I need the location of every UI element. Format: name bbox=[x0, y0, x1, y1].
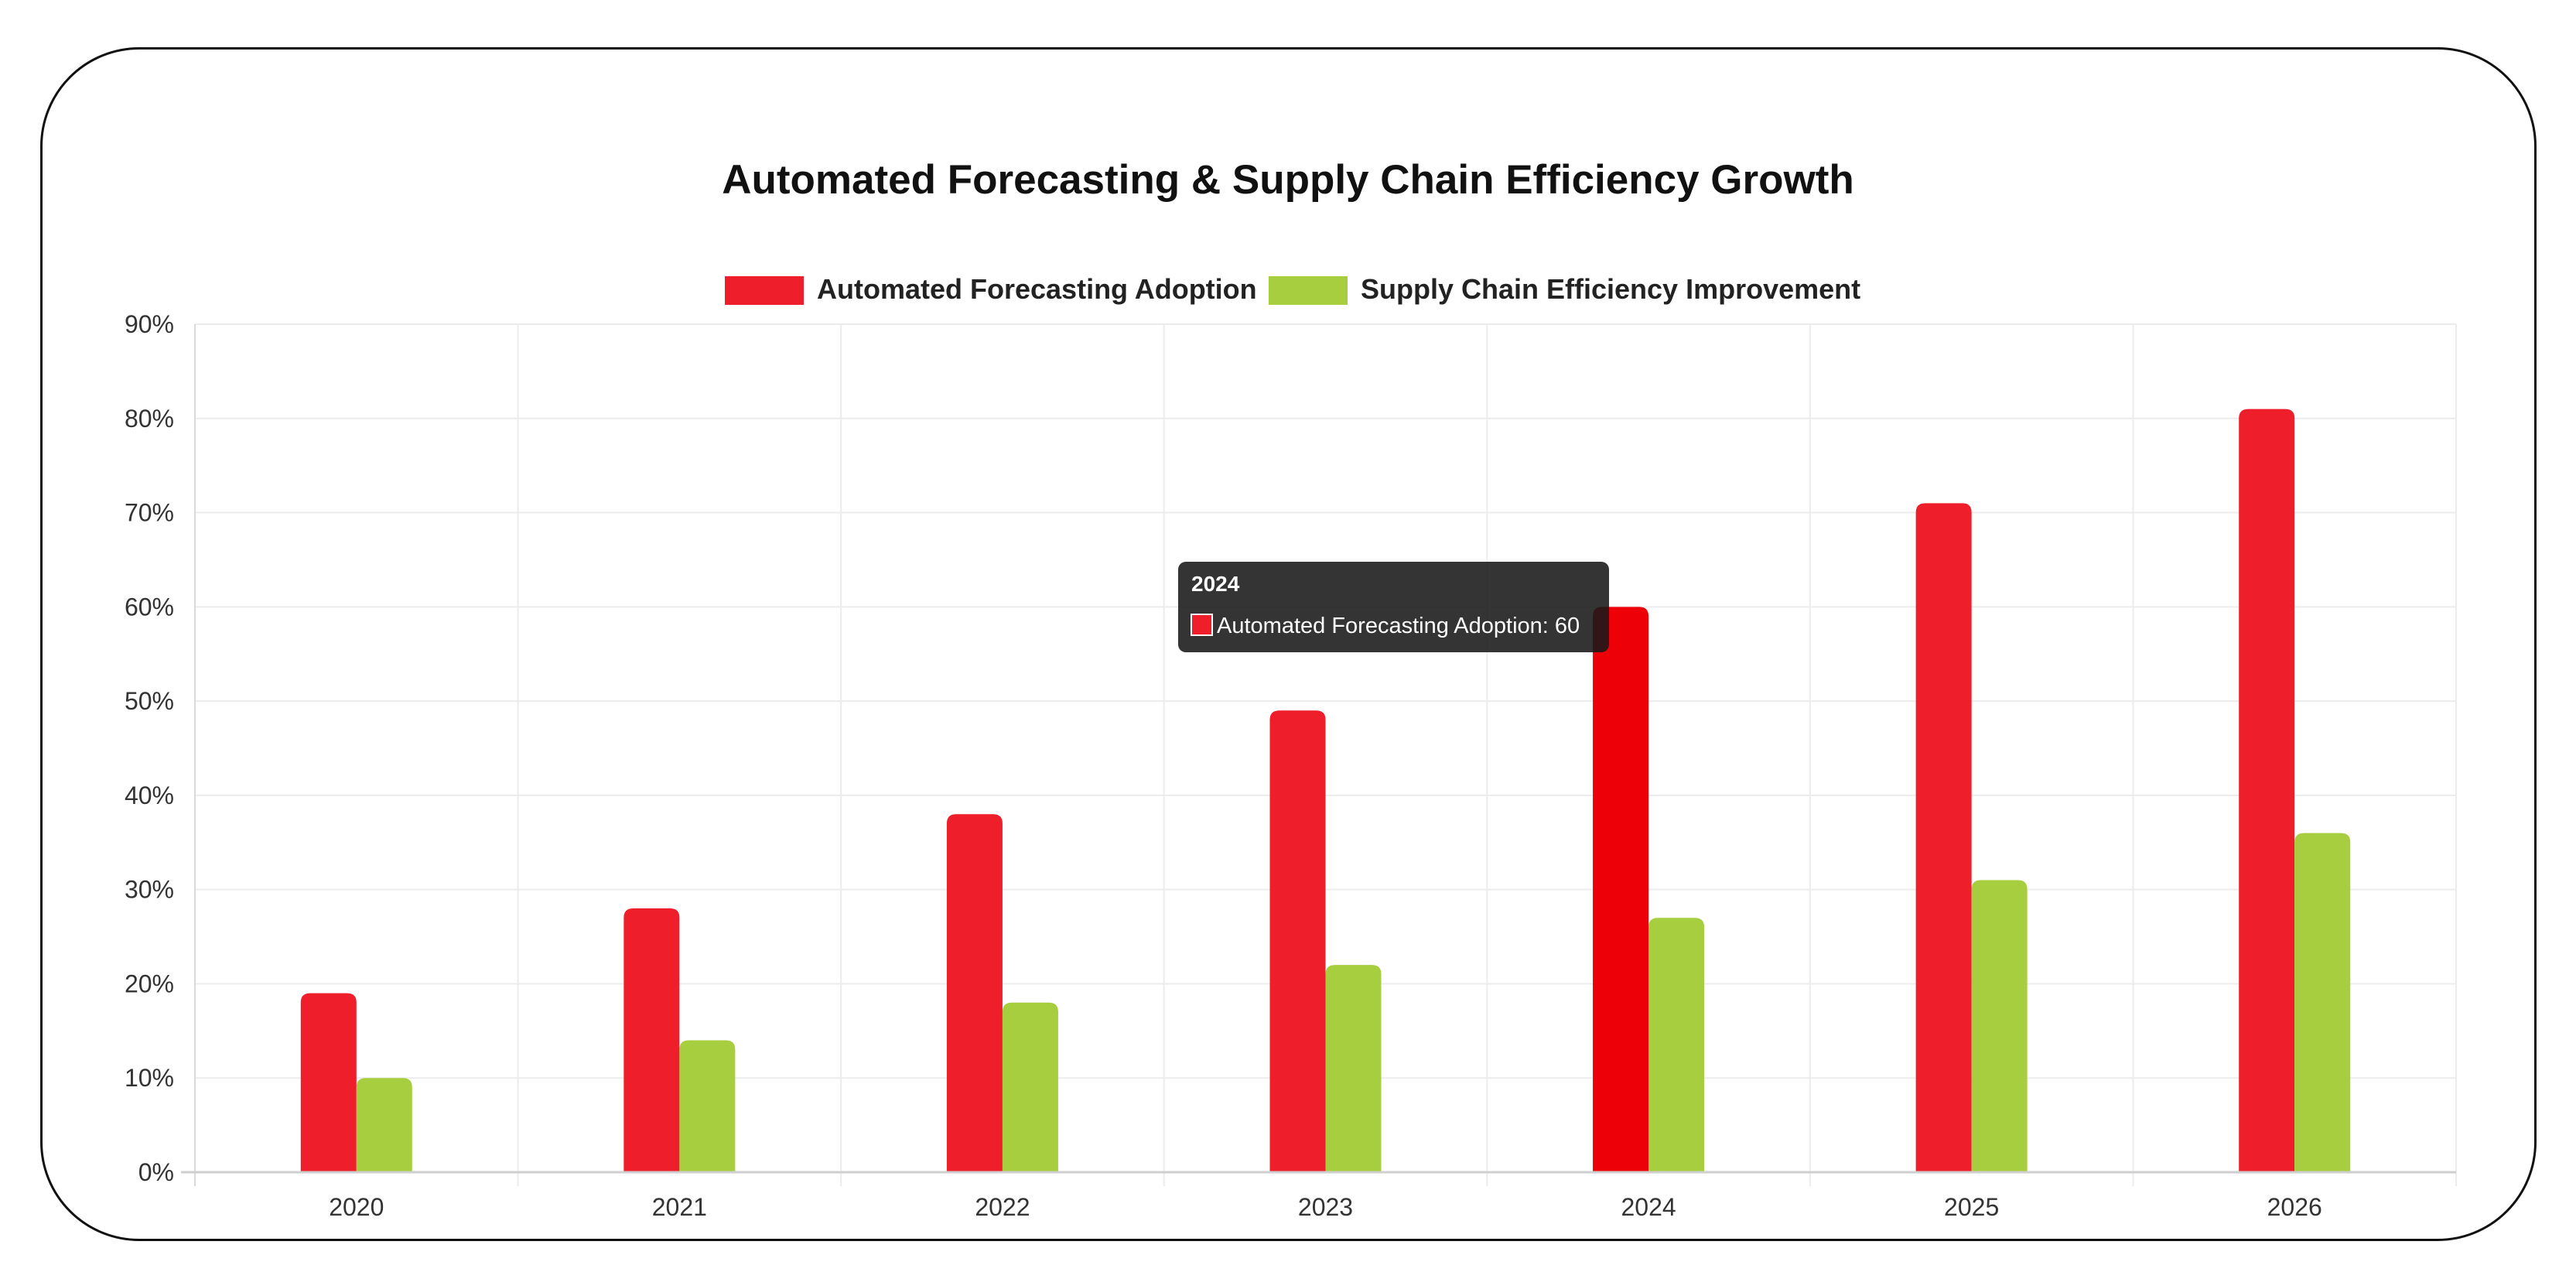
legend-label-supply-chain-efficiency: Supply Chain Efficiency Improvement bbox=[1361, 273, 1860, 305]
bar-supply-chain-efficiency-2022[interactable] bbox=[1002, 1002, 1058, 1172]
tooltip-label: Automated Forecasting Adoption: 60 bbox=[1217, 614, 1580, 638]
y-tick-label: 80% bbox=[125, 405, 174, 433]
y-tick-label: 50% bbox=[125, 687, 174, 715]
legend-item-automated-forecasting[interactable]: Automated Forecasting Adoption bbox=[725, 273, 1257, 305]
x-tick-label: 2025 bbox=[1944, 1193, 1999, 1221]
y-tick-label: 90% bbox=[125, 310, 174, 338]
bar-automated-forecasting-2023[interactable] bbox=[1269, 710, 1326, 1172]
bar-supply-chain-efficiency-2020[interactable] bbox=[356, 1078, 412, 1172]
tooltip: 2024 Automated Forecasting Adoption: 60 bbox=[1178, 562, 1609, 652]
legend-swatch-automated-forecasting bbox=[725, 276, 804, 305]
legend: Automated Forecasting Adoption Supply Ch… bbox=[725, 273, 1860, 305]
bar-supply-chain-efficiency-2024[interactable] bbox=[1648, 918, 1705, 1172]
y-tick-label: 30% bbox=[125, 876, 174, 904]
bar-automated-forecasting-2020[interactable] bbox=[300, 993, 357, 1172]
tooltip-swatch bbox=[1191, 614, 1213, 636]
tooltip-title: 2024 bbox=[1191, 572, 1240, 596]
chart-title: Automated Forecasting & Supply Chain Eff… bbox=[722, 157, 1854, 203]
y-tick-label: 70% bbox=[125, 499, 174, 527]
bar-supply-chain-efficiency-2021[interactable] bbox=[679, 1040, 736, 1172]
x-tick-label: 2020 bbox=[329, 1193, 384, 1221]
y-tick-label: 60% bbox=[125, 593, 174, 621]
bar-supply-chain-efficiency-2026[interactable] bbox=[2294, 833, 2351, 1172]
x-tick-label: 2024 bbox=[1621, 1193, 1676, 1221]
bar-automated-forecasting-2026[interactable] bbox=[2239, 409, 2295, 1172]
y-tick-label: 0% bbox=[138, 1158, 174, 1186]
y-tick-label: 40% bbox=[125, 781, 174, 809]
bar-automated-forecasting-2024[interactable] bbox=[1593, 607, 1649, 1172]
x-tick-label: 2022 bbox=[975, 1193, 1030, 1221]
tooltip-box bbox=[1178, 562, 1609, 652]
x-tick-label: 2023 bbox=[1298, 1193, 1353, 1221]
bar-supply-chain-efficiency-2025[interactable] bbox=[1971, 880, 2028, 1172]
legend-label-automated-forecasting: Automated Forecasting Adoption bbox=[817, 273, 1257, 305]
x-axis-ticks: 2020 2021 2022 2023 2024 2025 2026 bbox=[329, 1193, 2322, 1221]
bar-automated-forecasting-2022[interactable] bbox=[946, 814, 1003, 1172]
axes bbox=[181, 324, 2456, 1186]
bars bbox=[300, 409, 2351, 1172]
legend-swatch-supply-chain-efficiency bbox=[1269, 276, 1348, 305]
legend-item-supply-chain-efficiency[interactable]: Supply Chain Efficiency Improvement bbox=[1269, 273, 1860, 305]
x-tick-label: 2021 bbox=[652, 1193, 707, 1221]
bar-supply-chain-efficiency-2023[interactable] bbox=[1325, 965, 1382, 1172]
y-tick-label: 10% bbox=[125, 1064, 174, 1092]
y-axis-ticks: 0% 10% 20% 30% 40% 50% 60% 70% 80% 90% bbox=[125, 310, 174, 1186]
bar-automated-forecasting-2021[interactable] bbox=[624, 908, 680, 1172]
x-tick-label: 2026 bbox=[2267, 1193, 2322, 1221]
y-tick-label: 20% bbox=[125, 970, 174, 997]
bar-automated-forecasting-2025[interactable] bbox=[1915, 503, 1972, 1172]
